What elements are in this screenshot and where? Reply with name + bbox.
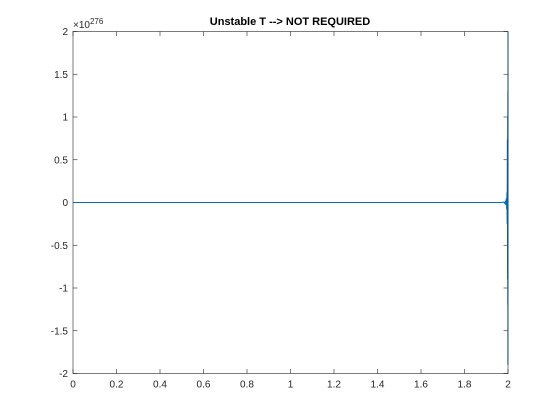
axes-box — [72, 31, 509, 374]
x-tick-label: 0.6 — [197, 380, 211, 391]
x-tick-label: 1.4 — [371, 380, 385, 391]
y-exponent-base: ×10 — [73, 20, 90, 31]
y-tick-label: 2 — [62, 27, 68, 38]
x-axis-ticks: 0 0.2 0.4 0.6 0.8 1 1.2 1.4 1.6 1.8 2 — [70, 31, 511, 391]
y-tick-label: 1 — [62, 113, 68, 124]
y-tick-label: -0.5 — [51, 241, 69, 252]
x-tick-label: 0.4 — [153, 380, 167, 391]
y-exponent-power: 276 — [90, 17, 104, 26]
y-tick-label: 1.5 — [54, 70, 68, 81]
y-tick-label: -1.5 — [51, 326, 69, 337]
x-tick-label: 0.8 — [240, 380, 254, 391]
chart-title: Unstable T --> NOT REQUIRED — [210, 16, 370, 28]
y-tick-label: 0 — [62, 198, 68, 209]
y-axis-ticks: -2 -1.5 -1 -0.5 0 0.5 1 1.5 2 — [51, 27, 508, 380]
x-tick-label: 1.6 — [414, 380, 428, 391]
x-tick-label: 0 — [70, 380, 76, 391]
x-tick-label: 1.8 — [458, 380, 472, 391]
x-tick-label: 2 — [505, 380, 511, 391]
y-axis-exponent: ×10276 — [73, 17, 104, 31]
y-tick-label: -2 — [59, 369, 68, 380]
x-tick-label: 0.2 — [110, 380, 124, 391]
x-tick-label: 1.2 — [327, 380, 341, 391]
x-tick-label: 1 — [288, 380, 294, 391]
y-tick-label: -1 — [59, 284, 68, 295]
y-tick-label: 0.5 — [54, 155, 68, 166]
